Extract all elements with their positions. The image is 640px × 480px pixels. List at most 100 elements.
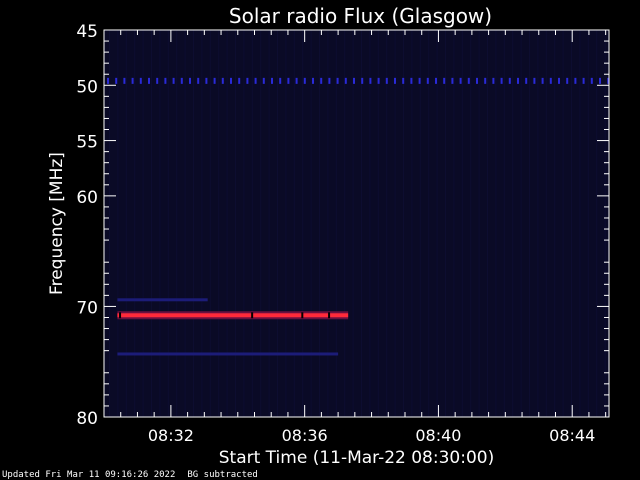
interference-dot	[541, 77, 544, 84]
interference-dot	[123, 77, 126, 84]
background-streak	[579, 30, 581, 417]
y-tick-label: 45	[76, 22, 98, 42]
background-streak	[369, 30, 371, 417]
background-streak	[327, 30, 329, 417]
interference-dot	[148, 77, 150, 84]
footer: Updated Fri Mar 11 09:16:26 2022 BG subtr…	[2, 470, 270, 480]
band-gap	[328, 312, 331, 319]
y-tick-label: 55	[76, 133, 98, 153]
interference-dot	[238, 77, 241, 84]
plot-background	[104, 30, 609, 417]
background-streak	[503, 30, 505, 417]
interference-dot	[271, 77, 273, 84]
background-streak	[251, 30, 253, 417]
background-streak	[562, 30, 564, 417]
interference-dot	[590, 77, 593, 84]
background-streak	[167, 30, 169, 417]
interference-dot	[303, 77, 306, 84]
interference-dot	[221, 77, 224, 84]
y-tick-label: 80	[76, 409, 98, 429]
interference-dot	[385, 77, 388, 84]
interference-dot	[115, 77, 118, 84]
interference-dot	[197, 77, 200, 84]
background-streak	[445, 30, 446, 417]
background-streak	[310, 30, 312, 417]
interference-dot	[492, 77, 495, 84]
background-streak	[596, 30, 598, 417]
background-streak	[520, 30, 522, 417]
background-streak	[377, 30, 379, 417]
intense-band	[117, 313, 349, 318]
background-streak	[461, 30, 463, 417]
interference-dot	[180, 77, 183, 84]
y-tick-label: 60	[76, 188, 98, 208]
background-streak	[184, 30, 186, 417]
interference-dot	[205, 77, 208, 84]
background-streak	[470, 30, 472, 417]
interference-dot	[172, 77, 175, 84]
background-streak	[117, 30, 119, 417]
background-streak	[403, 30, 404, 417]
background-streak	[235, 30, 236, 417]
interference-dot	[279, 77, 282, 84]
interference-dot	[312, 77, 314, 84]
interference-dot	[476, 77, 478, 84]
interference-dot	[607, 77, 610, 84]
interference-dot	[533, 77, 536, 84]
interference-dot	[566, 77, 569, 84]
background-streak	[529, 30, 530, 417]
background-streak	[537, 30, 539, 417]
interference-dot	[131, 77, 134, 84]
interference-dot	[517, 77, 519, 84]
interference-dot	[500, 77, 503, 84]
background-streak	[226, 30, 228, 417]
background-streak	[361, 30, 362, 417]
background-streak	[319, 30, 320, 417]
background-streak	[285, 30, 287, 417]
interference-dot	[213, 77, 216, 84]
background-streak	[159, 30, 161, 417]
x-tick-label: 08:32	[148, 426, 194, 445]
interference-dot	[451, 77, 454, 84]
interference-dot	[262, 77, 265, 84]
interference-dot	[574, 77, 577, 84]
interference-dot	[443, 77, 446, 84]
updated-timestamp: Updated Fri Mar 11 09:16:26 2022	[2, 470, 176, 480]
interference-dot	[320, 77, 323, 84]
band-gap	[301, 312, 304, 319]
y-tick-label: 50	[76, 77, 98, 97]
background-streak	[134, 30, 136, 417]
interference-dot	[394, 77, 396, 84]
band-gap	[251, 312, 254, 319]
faint-band-lower	[117, 352, 339, 356]
interference-dot	[484, 77, 487, 84]
interference-dot	[164, 77, 167, 84]
background-streak	[571, 30, 572, 417]
chart-title: Solar radio Flux (Glasgow)	[229, 4, 492, 28]
background-streak	[109, 30, 110, 417]
interference-dot	[418, 77, 421, 84]
x-tick-label: 08:36	[282, 426, 328, 445]
background-streak	[151, 30, 152, 417]
faint-band-upper	[117, 298, 208, 302]
interference-dot	[230, 77, 232, 84]
background-streak	[436, 30, 438, 417]
band-gap	[119, 312, 122, 319]
interference-dot	[344, 77, 347, 84]
background-streak	[302, 30, 304, 417]
background-streak	[260, 30, 262, 417]
background-streak	[209, 30, 211, 417]
interference-dot	[435, 77, 437, 84]
x-tick-label: 08:44	[549, 426, 595, 445]
background-streak	[554, 30, 556, 417]
interference-dot	[246, 77, 249, 84]
interference-dot	[525, 77, 528, 84]
background-streak	[419, 30, 421, 417]
background-streak	[293, 30, 295, 417]
y-axis-label: Frequency [MHz]	[47, 152, 67, 295]
interference-dot	[336, 77, 339, 84]
y-tick-label: 70	[76, 298, 98, 318]
interference-dot	[377, 77, 380, 84]
interference-dot	[189, 77, 191, 84]
